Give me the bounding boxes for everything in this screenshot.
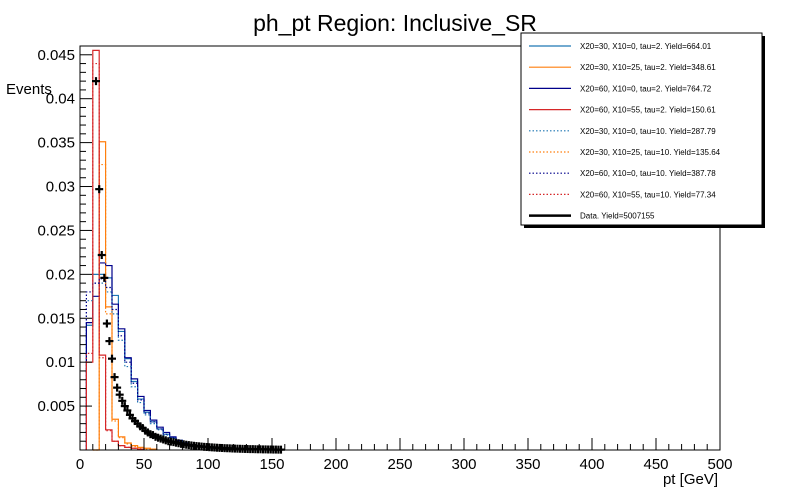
y-tick-label: 0.045 [37, 47, 75, 64]
y-tick-label: 0.005 [37, 398, 75, 415]
x-tick-label: 0 [76, 456, 84, 473]
data-points-layer [92, 77, 285, 454]
y-tick-label: 0.035 [37, 135, 75, 152]
legend-box [520, 32, 763, 226]
x-tick-label: 500 [707, 456, 732, 473]
data-point [105, 337, 114, 346]
x-tick-label: 400 [579, 456, 604, 473]
x-tick-label: 350 [515, 456, 540, 473]
data-point [108, 354, 116, 363]
data-point [115, 390, 124, 399]
axes-layer: 0 50 100 150 200 250 300 350 400 450 500 0.005 0.01 0… [37, 45, 733, 473]
data-point [118, 396, 127, 405]
x-tick-label: 100 [195, 456, 220, 473]
legend-label: Data. Yield=5007155 [580, 212, 655, 221]
x-axis-label: pt [GeV] [663, 471, 718, 488]
legend: X20=30, X10=0, tau=2. Yield=664.01 X20=30… [520, 32, 765, 228]
data-point [97, 251, 106, 260]
y-tick-label: 0.025 [37, 222, 75, 239]
series-line-5 [85, 282, 228, 450]
x-tick-label: 300 [451, 456, 476, 473]
legend-label: X20=60, X10=55, tau=10. Yield=77.34 [580, 190, 716, 199]
data-point [123, 406, 132, 415]
y-tick-label: 0.03 [46, 179, 75, 196]
series-line-1 [85, 273, 235, 450]
series-layer [85, 49, 235, 451]
data-point [92, 77, 100, 86]
series-line-3 [85, 262, 235, 450]
data-point [95, 185, 104, 194]
chart-title: ph_pt Region: Inclusive_SR [253, 10, 537, 36]
y-tick-label: 0.01 [46, 354, 75, 371]
legend-label: X20=30, X10=0, tau=2. Yield=664.01 [580, 42, 712, 51]
data-point [102, 319, 111, 328]
data-point [110, 373, 119, 382]
legend-label: X20=60, X10=0, tau=2. Yield=764.72 [580, 84, 712, 93]
series-line-8 [85, 62, 145, 450]
data-point [120, 402, 129, 411]
legend-label: X20=60, X10=55, tau=2. Yield=150.61 [580, 106, 716, 115]
x-tick-label: 50 [136, 456, 153, 473]
legend-label: X20=30, X10=25, tau=10. Yield=135.64 [580, 148, 721, 157]
legend-label: X20=30, X10=25, tau=2. Yield=348.61 [580, 63, 716, 72]
x-tick-label: 450 [643, 456, 668, 473]
x-tick-label: 250 [387, 456, 412, 473]
data-point [113, 383, 122, 392]
x-tick-label: 200 [323, 456, 348, 473]
y-tick-label: 0.015 [37, 310, 75, 327]
series-line-4 [85, 49, 145, 450]
x-tick-label: 150 [259, 456, 284, 473]
y-axis-label: Events [6, 81, 52, 98]
y-tick-label: 0.02 [46, 266, 75, 283]
y-tick-label: 0.04 [46, 91, 75, 108]
legend-label: X20=60, X10=0, tau=10. Yield=387.78 [580, 169, 716, 178]
data-point [100, 273, 109, 282]
legend-label: X20=30, X10=0, tau=10. Yield=287.79 [580, 127, 716, 136]
